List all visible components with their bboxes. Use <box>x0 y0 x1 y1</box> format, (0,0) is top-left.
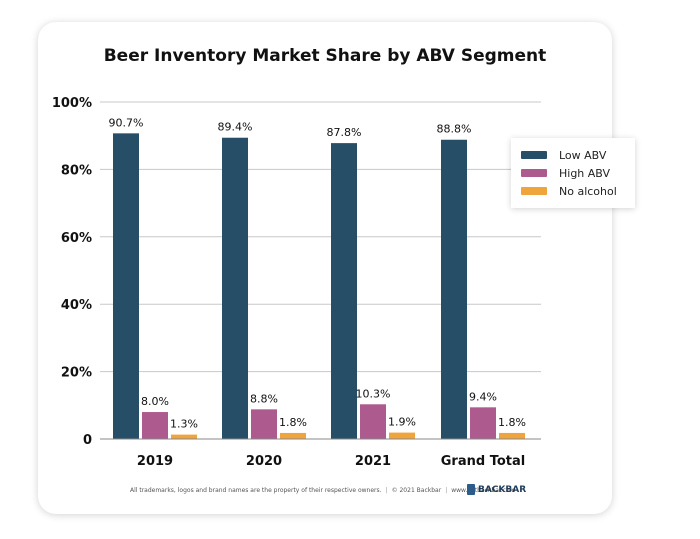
chart-legend: Low ABV High ABV No alcohol <box>511 138 635 208</box>
y-tick-label: 0 <box>83 433 92 448</box>
backbar-logo-text: BACKBAR <box>478 484 527 495</box>
backbar-logo-icon <box>467 484 475 495</box>
data-label: 87.8% <box>327 126 362 139</box>
footer-trademark: All trademarks, logos and brand names ar… <box>130 487 382 494</box>
data-label: 88.8% <box>437 123 472 136</box>
legend-label-no-alcohol: No alcohol <box>559 184 617 198</box>
bar <box>470 407 496 439</box>
x-tick-label: 2019 <box>137 454 173 469</box>
data-label: 90.7% <box>109 116 144 129</box>
data-label: 10.3% <box>356 387 391 400</box>
legend-item-high-abv: High ABV <box>521 166 610 180</box>
bar <box>360 404 386 439</box>
bar <box>499 432 525 439</box>
y-tick-label: 100% <box>52 96 92 111</box>
bar <box>113 133 139 439</box>
backbar-logo: BACKBAR <box>467 484 526 495</box>
legend-swatch-no-alcohol <box>521 187 547 195</box>
legend-item-no-alcohol: No alcohol <box>521 184 617 198</box>
bar <box>389 432 415 439</box>
chart-title: Beer Inventory Market Share by ABV Segme… <box>103 46 547 66</box>
data-label: 1.9% <box>388 416 416 429</box>
y-tick-label: 40% <box>61 298 92 313</box>
x-tick-label: 2020 <box>246 454 282 469</box>
bar <box>251 409 277 439</box>
y-tick-label: 20% <box>61 366 92 381</box>
y-tick-label: 60% <box>61 231 92 246</box>
legend-label-low-abv: Low ABV <box>559 148 607 162</box>
legend-label-high-abv: High ABV <box>559 166 611 180</box>
data-label: 8.0% <box>141 395 169 408</box>
footer-website[interactable]: www.getbackbar.com <box>451 487 516 494</box>
bar <box>280 432 306 439</box>
bar <box>171 434 197 439</box>
footer-text: All trademarks, logos and brand names ar… <box>130 487 516 494</box>
bar <box>331 143 357 439</box>
bar <box>441 139 467 439</box>
data-label: 9.4% <box>469 390 497 403</box>
x-tick-label: Grand Total <box>441 454 525 469</box>
bar <box>222 137 248 440</box>
legend-swatch-low-abv <box>521 151 547 159</box>
data-label: 8.8% <box>250 392 278 405</box>
data-label: 1.8% <box>498 416 526 429</box>
y-tick-label: 80% <box>61 163 92 178</box>
legend-swatch-high-abv <box>521 169 547 177</box>
data-label: 89.4% <box>218 121 253 134</box>
x-tick-label: 2021 <box>355 454 391 469</box>
bar <box>142 412 168 439</box>
legend-item-low-abv: Low ABV <box>521 148 606 162</box>
data-label: 1.3% <box>170 418 198 431</box>
footer-copyright: © 2021 Backbar <box>391 487 442 494</box>
data-label: 1.8% <box>279 416 307 429</box>
